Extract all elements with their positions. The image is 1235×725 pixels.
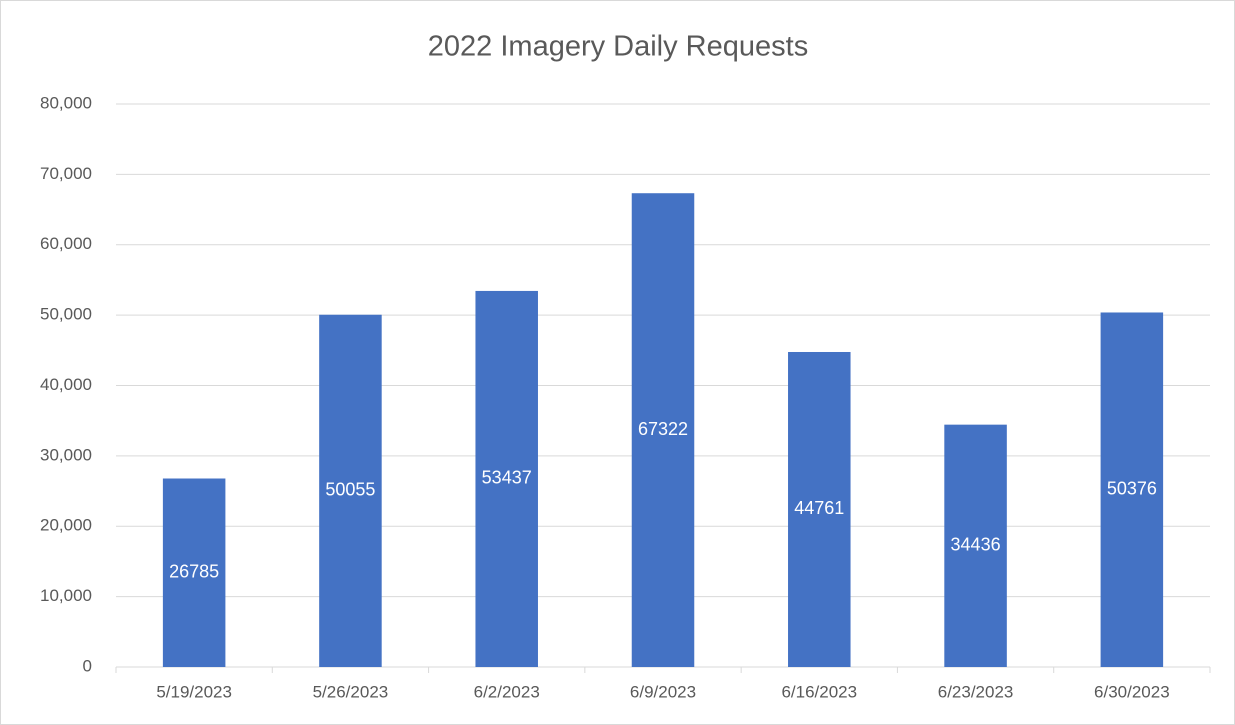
data-label: 50376 [1107, 478, 1157, 498]
x-tick-label: 6/16/2023 [781, 682, 857, 701]
chart-title: 2022 Imagery Daily Requests [428, 31, 808, 63]
bar [1100, 312, 1164, 667]
bar [319, 314, 382, 667]
y-tick-label: 10,000 [40, 586, 92, 605]
y-tick-label: 0 [83, 656, 92, 675]
y-tick-label: 40,000 [40, 375, 92, 394]
data-label: 34436 [951, 535, 1001, 555]
data-label: 44761 [794, 498, 844, 518]
x-tick-label: 6/30/2023 [1094, 682, 1170, 701]
y-tick-label: 80,000 [40, 93, 92, 112]
y-tick-label: 50,000 [40, 305, 92, 324]
x-tick-label: 6/23/2023 [938, 682, 1014, 701]
y-tick-label: 60,000 [40, 234, 92, 253]
bar [162, 478, 226, 667]
bar [475, 290, 538, 667]
data-label: 53437 [482, 468, 532, 488]
x-tick-label: 5/19/2023 [156, 682, 232, 701]
data-label: 26785 [169, 562, 219, 582]
bar [788, 351, 851, 667]
bar [631, 193, 695, 667]
x-tick-label: 5/26/2023 [313, 682, 389, 701]
bar [944, 424, 1007, 667]
data-label: 50055 [325, 480, 375, 500]
data-label: 67322 [638, 419, 688, 439]
y-tick-label: 30,000 [40, 445, 92, 464]
x-tick-label: 6/2/2023 [474, 682, 540, 701]
y-tick-label: 20,000 [40, 516, 92, 535]
x-tick-label: 6/9/2023 [630, 682, 696, 701]
y-tick-label: 70,000 [40, 164, 92, 183]
